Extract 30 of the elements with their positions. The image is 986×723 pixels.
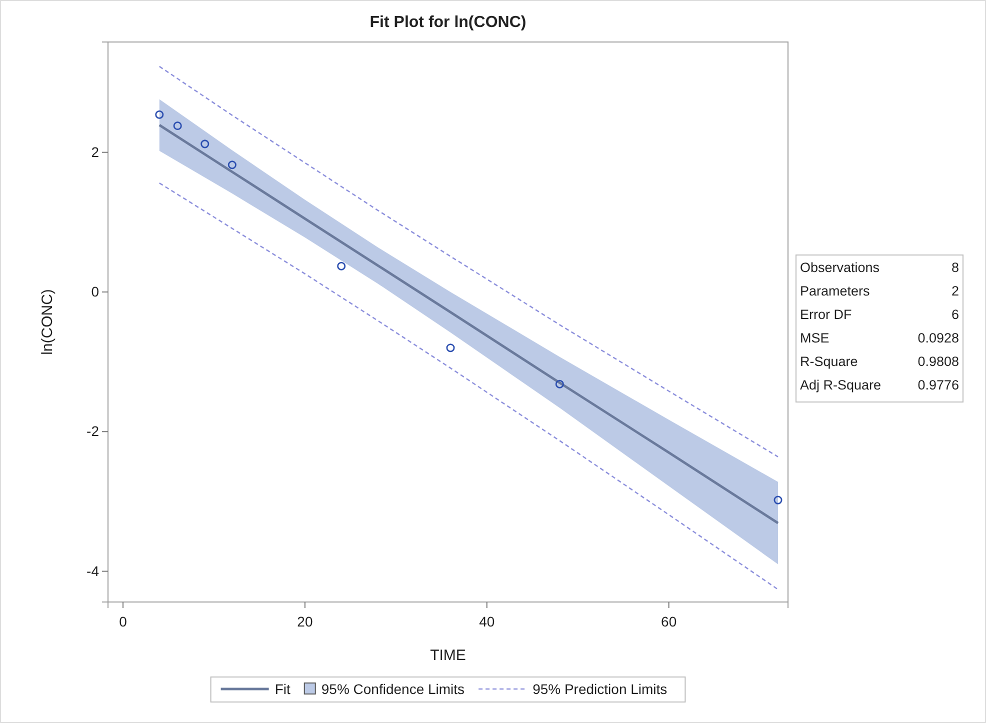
- point: [228, 160, 236, 170]
- point: [200, 140, 210, 148]
- text: Adj R-Square 0.9776: [800, 378, 959, 392]
- y-tick-label: 2: [91, 144, 100, 160]
- point: [555, 380, 564, 388]
- chart-title: Fit Plot for ln(CONC): [370, 14, 526, 31]
- text: Observations 8: [800, 260, 959, 275]
- x-tick-label: 20: [297, 613, 313, 630]
- x-tick-label: 0: [119, 613, 128, 630]
- point: [774, 496, 782, 504]
- text: R-Square 0.9808: [800, 354, 959, 369]
- legend-label: 95% Prediction Limits: [532, 681, 668, 697]
- y-axis-title: ln(CONC): [39, 289, 56, 355]
- point: [446, 344, 455, 352]
- x-tick-label: 40: [479, 613, 495, 630]
- point: [155, 110, 164, 119]
- y-tick-label: -2: [86, 423, 100, 440]
- y-tick-label: 0: [91, 283, 100, 300]
- x-axis-title: TIME: [430, 647, 466, 664]
- line-series: [158, 182, 779, 590]
- text: MSE 0.0928: [800, 330, 959, 346]
- line-series: [158, 66, 779, 458]
- text: Parameters 2: [800, 284, 959, 298]
- legend-label: Fit: [274, 681, 290, 697]
- point: [337, 262, 346, 270]
- text: Error DF 6: [800, 307, 959, 322]
- x-tick-label: 60: [661, 613, 677, 630]
- text: 95% Confidence Limits: [321, 681, 465, 697]
- y-tick-label: -4: [86, 562, 100, 579]
- point: [173, 122, 182, 130]
